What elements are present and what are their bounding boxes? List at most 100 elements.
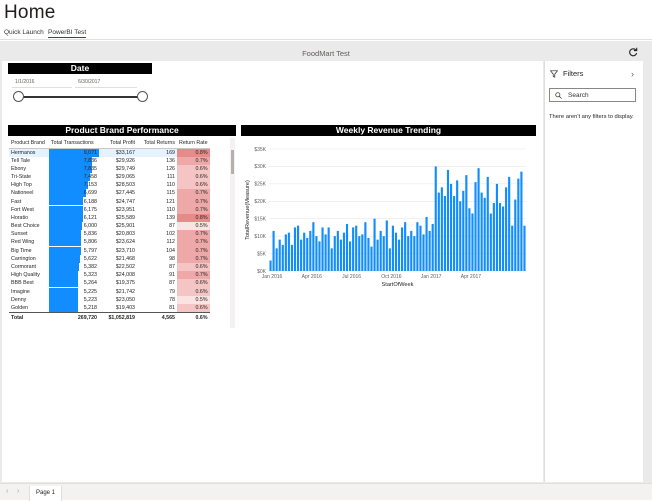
- cell-return-rate: 0.6%: [177, 172, 210, 182]
- refresh-icon[interactable]: [628, 47, 638, 57]
- table-row[interactable]: Tell Tale 7,836 $29,926 136 0.7%: [9, 156, 210, 165]
- table-row[interactable]: Carrington 5,622 $21,468 98 0.7%: [9, 254, 210, 263]
- column-header-transactions[interactable]: Total Transactions: [49, 138, 99, 149]
- revenue-bar: [508, 176, 511, 271]
- table-row[interactable]: Denny 5,223 $23,050 78 0.5%: [9, 295, 210, 304]
- cell-return-rate: 0.7%: [177, 271, 210, 280]
- table-row[interactable]: Nationeel 6,699 $27,445 115 0.7%: [9, 189, 210, 198]
- column-header-brand[interactable]: Product Brand: [9, 138, 49, 149]
- date-slider-start-handle[interactable]: [13, 91, 24, 102]
- transactions-value: 6,175: [83, 206, 97, 213]
- date-slider-end-handle[interactable]: [137, 91, 148, 102]
- revenue-bar: [404, 222, 407, 271]
- cell-profit: $29,749: [115, 165, 135, 172]
- transactions-value: 5,323: [83, 272, 97, 279]
- transactions-value: 7,836: [83, 157, 97, 164]
- filter-search-placeholder: Search: [568, 92, 589, 99]
- table-row[interactable]: Cormorant 5,382 $22,502 87 0.6%: [9, 262, 210, 272]
- x-tick-label: Jan 2016: [262, 274, 283, 280]
- cell-return-rate: 0.7%: [177, 246, 210, 255]
- table-row[interactable]: Red Wing 5,806 $23,624 112 0.7%: [9, 238, 210, 247]
- page-next-button[interactable]: ›: [17, 488, 20, 495]
- table-row[interactable]: High Quality 5,323 $24,008 91 0.7%: [9, 271, 210, 280]
- table-scrollbar[interactable]: [230, 138, 235, 328]
- transactions-databar: [49, 213, 83, 222]
- table-row[interactable]: Ebony 7,835 $29,749 126 0.6%: [9, 164, 210, 173]
- cell-returns: 102: [166, 231, 175, 238]
- table-row[interactable]: Hermanos 9,071 $33,167 169 0.8%: [9, 148, 210, 157]
- cell-brand: Tri-State: [11, 173, 32, 180]
- column-header-returns[interactable]: Total Returns: [137, 138, 177, 149]
- transactions-value: 5,797: [83, 247, 97, 254]
- cell-profit: $24,747: [115, 198, 135, 205]
- transactions-value: 7,835: [83, 165, 97, 172]
- revenue-bar: [379, 230, 382, 271]
- revenue-bar: [300, 239, 303, 271]
- table-row[interactable]: Fort West 6,175 $23,951 110 0.7%: [9, 205, 210, 214]
- revenue-bar: [284, 234, 287, 271]
- cell-profit: $24,008: [115, 272, 135, 279]
- cell-return-rate: 0.7%: [177, 197, 210, 206]
- page-tab-1[interactable]: Page 1: [29, 486, 62, 501]
- transactions-value: 6,121: [83, 214, 97, 221]
- cell-profit: $29,065: [115, 173, 135, 180]
- transactions-databar: [49, 156, 93, 165]
- brand-table-title: Product Brand Performance: [8, 125, 236, 136]
- x-tick-label: Apr 2017: [461, 274, 482, 280]
- brand-performance-table: Product Brand Total Transactions Total P…: [9, 138, 210, 323]
- cell-profit: $33,167: [99, 148, 137, 157]
- slicer-end-date[interactable]: 6/30/2017: [75, 78, 137, 88]
- revenue-bar: [327, 227, 330, 271]
- table-row[interactable]: High Top 7,153 $28,503 110 0.6%: [9, 181, 210, 190]
- cell-profit: $27,445: [115, 190, 135, 197]
- table-row[interactable]: Best Choice 6,000 $25,901 87 0.5%: [9, 222, 210, 231]
- revenue-bar: [471, 213, 474, 271]
- cell-profit: $21,742: [115, 288, 135, 295]
- table-row[interactable]: Fast 6,188 $24,747 121 0.7%: [9, 197, 210, 206]
- transactions-databar: [49, 230, 82, 239]
- slicer-start-date[interactable]: 1/1/2016: [12, 78, 72, 88]
- table-row[interactable]: Horatio 6,121 $25,589 139 0.8%: [9, 213, 210, 222]
- table-row[interactable]: Sunset 5,836 $20,803 102 0.7%: [9, 230, 210, 239]
- revenue-bar: [501, 206, 505, 271]
- y-tick-label: $20K: [254, 199, 266, 205]
- table-row[interactable]: Imagine 5,225 $21,742 79 0.6%: [9, 287, 210, 296]
- filters-title: Filters: [563, 69, 584, 78]
- cell-transactions: 5,223: [49, 295, 99, 304]
- table-row[interactable]: BBB Best 5,264 $19,375 87 0.6%: [9, 279, 210, 288]
- revenue-bar: [422, 234, 425, 271]
- column-header-return-rate[interactable]: Return Rate: [177, 138, 210, 149]
- transactions-databar: [49, 254, 80, 263]
- cell-profit: $19,375: [115, 280, 135, 287]
- total-label: Total: [9, 311, 49, 323]
- chevron-right-icon[interactable]: ›: [631, 69, 634, 79]
- date-slider-track[interactable]: [18, 96, 144, 98]
- cell-profit: $23,951: [115, 206, 135, 213]
- cell-profit: $21,468: [115, 255, 135, 262]
- table-row[interactable]: Big Time 5,797 $23,710 104 0.7%: [9, 246, 210, 255]
- x-axis-label: StartOfWeek: [382, 282, 414, 288]
- revenue-bar: [474, 182, 477, 271]
- table-row[interactable]: Tri-State 7,458 $29,065 111 0.6%: [9, 172, 210, 182]
- revenue-bar: [352, 227, 355, 271]
- y-tick-label: $15K: [254, 217, 266, 223]
- revenue-bar: [290, 244, 294, 271]
- filter-search-input[interactable]: Search: [549, 88, 636, 102]
- revenue-bar: [293, 227, 297, 271]
- revenue-bar: [440, 187, 443, 271]
- cell-return-rate: 0.8%: [177, 213, 210, 222]
- revenue-bar: [523, 225, 526, 271]
- revenue-bar: [296, 225, 300, 271]
- column-header-profit[interactable]: Total Profit: [99, 138, 137, 149]
- x-tick-label: Apr 2016: [302, 274, 323, 280]
- tab-quick-launch[interactable]: Quick Launch: [4, 29, 44, 36]
- tab-powerbi-test[interactable]: PowerBI Test: [48, 29, 87, 38]
- table-scroll-thumb[interactable]: [231, 150, 234, 174]
- y-tick-label: $30K: [254, 164, 266, 170]
- table-total-row: Total 269,720 $1,052,819 4,565 0.6%: [9, 311, 210, 323]
- transactions-databar: [49, 172, 91, 181]
- table-row[interactable]: Golden 5,218 $19,403 81 0.6%: [9, 303, 210, 313]
- revenue-bar: [394, 232, 398, 271]
- page-prev-button[interactable]: ‹: [6, 488, 9, 495]
- cell-return-rate: 0.6%: [177, 279, 210, 288]
